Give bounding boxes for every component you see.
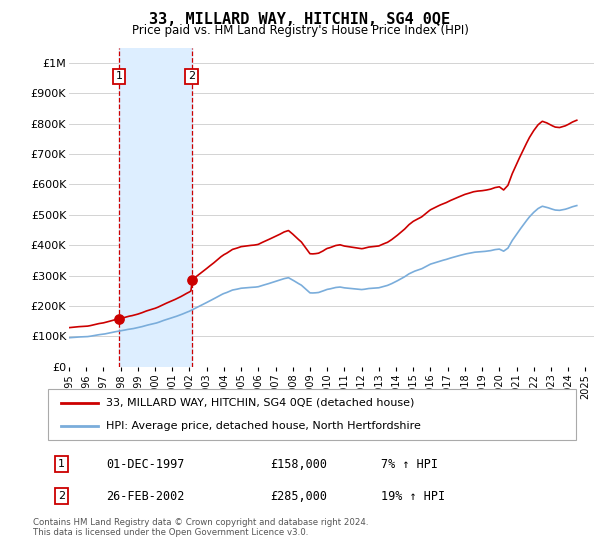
Text: 7% ↑ HPI: 7% ↑ HPI — [380, 458, 437, 470]
Text: 2: 2 — [58, 491, 65, 501]
Text: £158,000: £158,000 — [270, 458, 327, 470]
Text: HPI: Average price, detached house, North Hertfordshire: HPI: Average price, detached house, Nort… — [106, 421, 421, 431]
Text: Price paid vs. HM Land Registry's House Price Index (HPI): Price paid vs. HM Land Registry's House … — [131, 24, 469, 36]
Text: 1: 1 — [58, 459, 65, 469]
Text: 33, MILLARD WAY, HITCHIN, SG4 0QE (detached house): 33, MILLARD WAY, HITCHIN, SG4 0QE (detac… — [106, 398, 415, 408]
Text: 1: 1 — [116, 71, 123, 81]
Text: 33, MILLARD WAY, HITCHIN, SG4 0QE: 33, MILLARD WAY, HITCHIN, SG4 0QE — [149, 12, 451, 27]
Text: £285,000: £285,000 — [270, 490, 327, 503]
Text: Contains HM Land Registry data © Crown copyright and database right 2024.
This d: Contains HM Land Registry data © Crown c… — [33, 518, 368, 538]
FancyBboxPatch shape — [48, 389, 576, 440]
Text: 26-FEB-2002: 26-FEB-2002 — [106, 490, 184, 503]
Text: 2: 2 — [188, 71, 195, 81]
Bar — [119, 48, 191, 367]
Text: 01-DEC-1997: 01-DEC-1997 — [106, 458, 184, 470]
Point — [115, 314, 124, 323]
Text: 19% ↑ HPI: 19% ↑ HPI — [380, 490, 445, 503]
Point — [187, 276, 196, 284]
